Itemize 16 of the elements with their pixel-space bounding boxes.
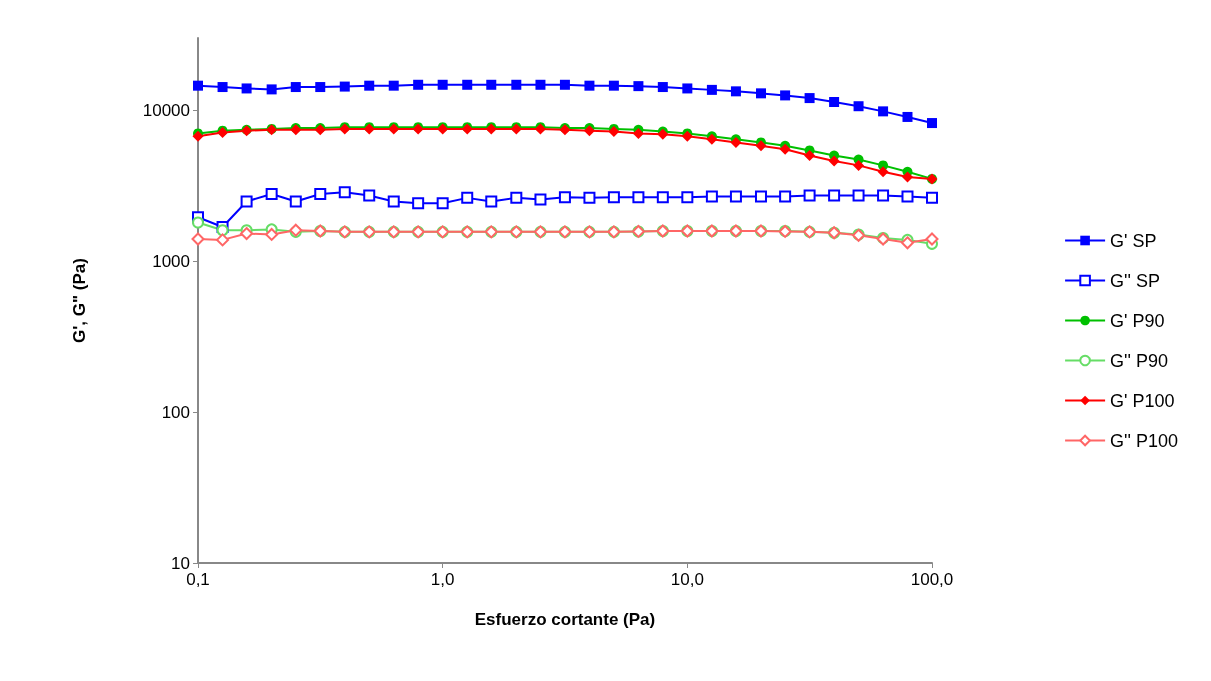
x-tick-label: 10,0 xyxy=(670,570,704,589)
legend-label: G'' P100 xyxy=(1110,430,1179,451)
x-tick-label: 1,0 xyxy=(430,570,455,589)
y-tick-label: 1000 xyxy=(152,251,190,271)
y-tick-label: 10 xyxy=(171,553,190,573)
x-axis-title: Esfuerzo cortante (Pa) xyxy=(474,610,656,629)
legend-label: G' P90 xyxy=(1110,310,1165,331)
legend-label: G'' SP xyxy=(1110,270,1160,291)
legend-label: G' SP xyxy=(1110,230,1157,251)
x-tick-label: 0,1 xyxy=(186,570,210,589)
x-tick-label: 100,0 xyxy=(910,570,954,589)
legend-label: G' P100 xyxy=(1110,390,1175,411)
y-axis-title: G', G" (Pa) xyxy=(70,258,89,343)
legend-label: G'' P90 xyxy=(1110,350,1168,371)
y-tick-label: 10000 xyxy=(142,100,190,120)
y-tick-label: 100 xyxy=(161,402,190,422)
